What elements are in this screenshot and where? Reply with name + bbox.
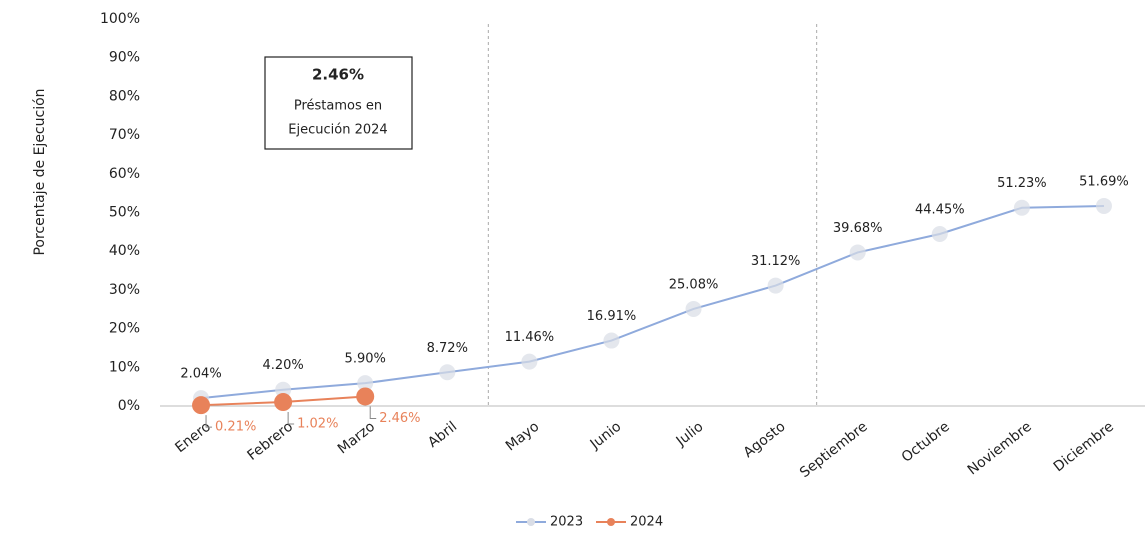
point [192,396,211,415]
value-label: 51.69% [1079,174,1129,189]
point [275,381,292,398]
point [849,244,866,261]
leader [369,406,377,419]
y-tick-label: 100% [100,11,140,27]
legend-label: 2023 [550,515,583,530]
x-tick-label: Agosto [741,419,789,461]
y-tick-label: 0% [118,398,140,414]
point [439,364,456,381]
value-label: 1.02% [297,417,338,432]
y-tick-label: 80% [109,88,140,104]
leader [287,412,295,425]
annotation-box [264,56,413,150]
legend-label: 2024 [630,515,663,530]
x-tick-label: Abril [425,419,460,451]
leader [205,415,213,428]
annotation-text: Ejecución 2024 [288,123,387,138]
y-tick-label: 20% [109,321,140,337]
point [521,353,538,370]
x-tick-label: Julio [673,419,707,450]
y-tick-label: 90% [109,50,140,66]
annotation-value: 2.46% [312,66,364,84]
x-tick-label: Mayo [503,419,542,455]
x-tick-label: Septiembre [797,419,871,481]
point [356,387,375,406]
y-tick-label: 40% [109,243,140,259]
value-label: 16.91% [587,309,637,324]
value-label: 51.23% [997,176,1047,191]
value-label: 4.20% [262,358,303,373]
value-label: 0.21% [215,420,256,435]
y-tick-label: 30% [109,282,140,298]
x-tick-label: Marzo [335,419,378,458]
value-label: 44.45% [915,202,965,217]
point [1095,197,1112,214]
x-tick-label: Junio [587,419,625,453]
value-label: 2.04% [180,367,221,382]
x-tick-label: Diciembre [1051,419,1117,476]
value-label: 31.12% [751,254,801,269]
y-tick-label: 10% [109,359,140,375]
point [603,332,620,349]
legend-marker [607,518,615,526]
y-axis-label: Porcentaje de Ejecución [32,88,48,255]
value-label: 39.68% [833,221,883,236]
point [685,300,702,317]
point [274,393,293,412]
value-label: 2.46% [379,411,420,426]
point [931,225,948,242]
value-label: 5.90% [345,352,386,367]
legend-marker [527,518,535,526]
value-label: 25.08% [669,277,719,292]
y-tick-label: 50% [109,205,140,221]
y-tick-label: 60% [109,166,140,182]
value-label: 11.46% [505,330,555,345]
point [767,277,784,294]
series-line [200,204,1104,400]
value-label: 8.72% [427,341,468,356]
x-tick-label: Enero [172,419,214,456]
point [357,375,374,392]
point [1013,199,1030,216]
x-tick-label: Noviembre [965,419,1035,479]
y-tick-label: 70% [109,127,140,143]
annotation-text: Préstamos en [294,99,382,114]
x-tick-label: Octubre [899,419,953,466]
